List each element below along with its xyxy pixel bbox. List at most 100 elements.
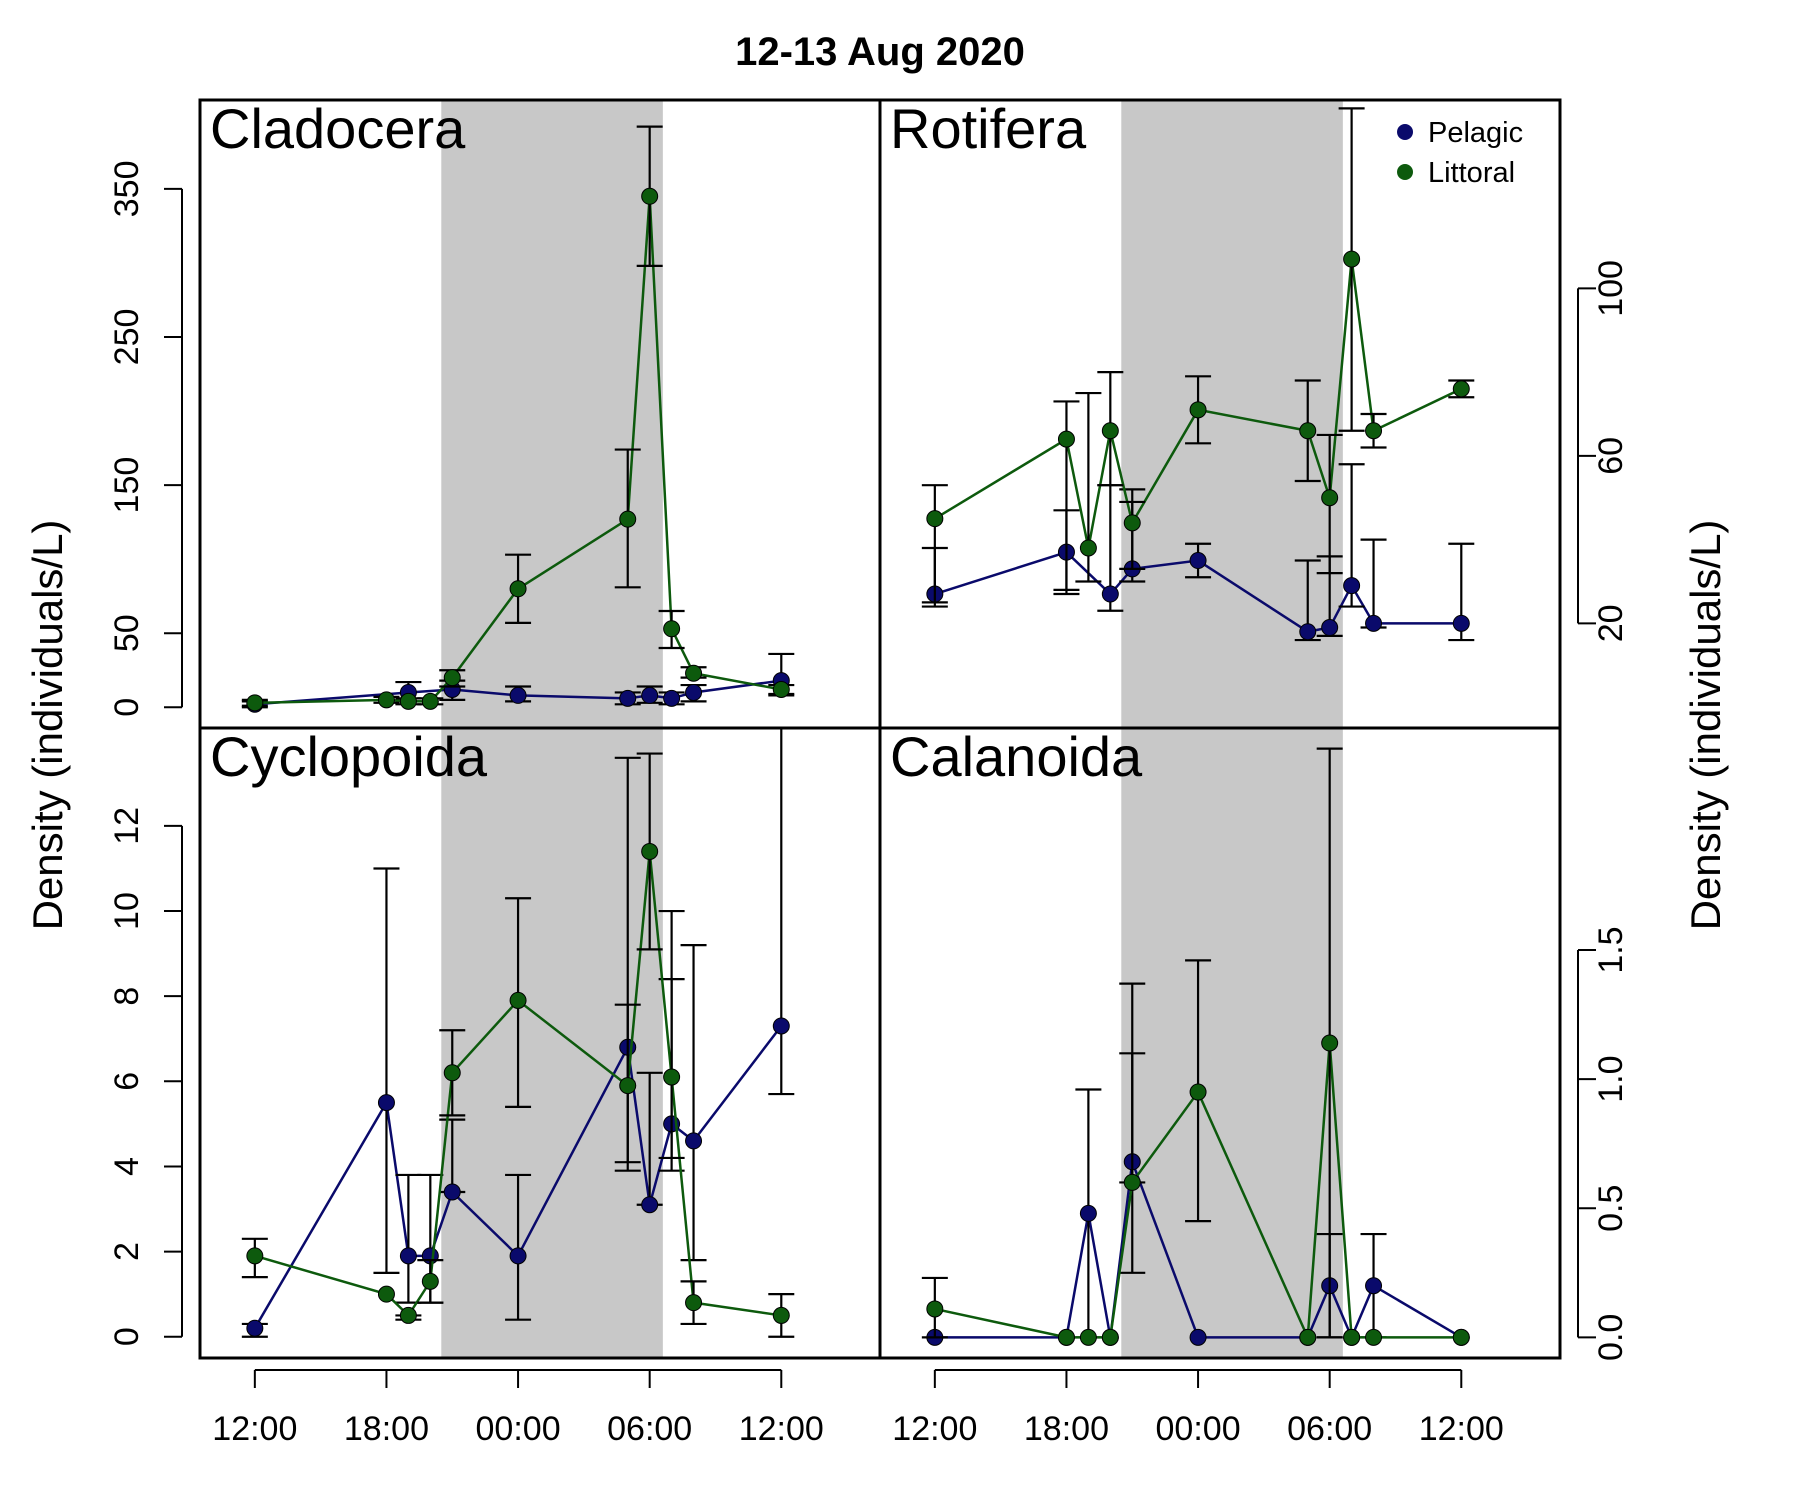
data-point (509, 686, 527, 704)
legend: Pelagic Littoral (1397, 117, 1523, 189)
data-point (1343, 250, 1361, 268)
figure-title: 12-13 Aug 2020 (735, 30, 1025, 74)
panel-cyclopoida: Cyclopoida 0 2 4 6 8 10 12 (108, 725, 882, 1360)
error-bar (1119, 500, 1146, 571)
data-point (685, 683, 703, 701)
data-point (1321, 489, 1339, 507)
data-point (1365, 1277, 1383, 1295)
y-tick-label: 350 (108, 161, 146, 218)
data-point (641, 1196, 659, 1214)
y-axis-cyclopoida: 0 2 4 6 8 10 12 (108, 807, 183, 1346)
error-bar (680, 943, 707, 1262)
data-point (509, 991, 527, 1009)
y-tick-label: 50 (108, 614, 146, 652)
night-shading (1121, 728, 1343, 1358)
data-point (685, 1132, 703, 1150)
y-tick-label: 12 (108, 807, 146, 845)
data-point (1101, 422, 1119, 440)
data-point (926, 1300, 944, 1318)
data-point (1365, 422, 1383, 440)
data-point (1101, 1328, 1119, 1346)
data-point (772, 1017, 790, 1035)
data-point (1079, 1328, 1097, 1346)
x-tick-label: 06:00 (1287, 1410, 1372, 1448)
legend-label: Littoral (1428, 157, 1515, 189)
y-tick-label: 10 (108, 892, 146, 930)
data-point (1123, 514, 1141, 532)
x-tick-label: 06:00 (607, 1410, 692, 1448)
data-point (1365, 1328, 1383, 1346)
data-point (377, 1094, 395, 1112)
data-point (926, 510, 944, 528)
data-point (619, 689, 637, 707)
panel-cladocera: Cladocera 0 50 150 250 350 (108, 97, 882, 730)
data-point (443, 669, 461, 687)
data-point (1189, 401, 1207, 419)
x-tick-label: 12:00 (1419, 1410, 1504, 1448)
series-littoral (921, 747, 1470, 1346)
data-point (1343, 577, 1361, 595)
data-point (1101, 585, 1119, 603)
night-shading (1121, 100, 1343, 728)
y-tick-label: 0 (108, 698, 146, 717)
data-point (246, 694, 264, 712)
y-axis-calanoida: 0.0 0.5 1.0 1.5 (1577, 926, 1630, 1361)
y-axis-cladocera: 0 50 150 250 350 (108, 161, 183, 717)
data-point (443, 1183, 461, 1201)
y-tick-label: 2 (108, 1242, 146, 1261)
error-bar (373, 867, 400, 1274)
x-axis-bottom-right: 12:00 18:00 00:00 06:00 12:00 (892, 1369, 1504, 1448)
y-tick-label: 8 (108, 987, 146, 1006)
data-point (246, 1247, 264, 1265)
data-point (1079, 539, 1097, 557)
data-point (399, 692, 417, 710)
x-tick-label: 00:00 (476, 1410, 561, 1448)
x-tick-label: 18:00 (1024, 1410, 1109, 1448)
panel-title-rotifera: Rotifera (890, 97, 1087, 160)
legend-marker (1397, 164, 1413, 180)
data-point (1189, 1083, 1207, 1101)
x-tick-label: 12:00 (212, 1410, 297, 1448)
data-point (1123, 1173, 1141, 1191)
series-littoral (921, 107, 1475, 608)
y-tick-label: 150 (108, 457, 146, 514)
panel-border (878, 726, 1562, 1360)
data-point (663, 1068, 681, 1086)
y-axis-rotifera: 20 60 100 (1577, 260, 1630, 642)
panel-title-cyclopoida: Cyclopoida (210, 725, 488, 788)
data-point (421, 1272, 439, 1290)
data-point (377, 1285, 395, 1303)
x-tick-label: 18:00 (344, 1410, 429, 1448)
data-point (1057, 430, 1075, 448)
y-axis-label-left: Density (individuals/L) (24, 520, 71, 931)
error-bar (658, 909, 685, 1160)
x-tick-label: 00:00 (1156, 1410, 1241, 1448)
y-tick-label: 60 (1592, 437, 1630, 475)
data-point (421, 692, 439, 710)
data-point (377, 691, 395, 709)
data-point (685, 1294, 703, 1312)
panel-rotifera: Rotifera 20 60 100 (878, 97, 1630, 730)
data-point (663, 620, 681, 638)
y-tick-label: 20 (1592, 604, 1630, 642)
data-point (1189, 1328, 1207, 1346)
data-point (772, 1306, 790, 1324)
data-point (772, 680, 790, 698)
data-point (1079, 1204, 1097, 1222)
error-bar (1360, 538, 1387, 629)
data-point (685, 664, 703, 682)
y-tick-label: 100 (1592, 260, 1630, 317)
x-tick-label: 12:00 (739, 1410, 824, 1448)
data-point (641, 686, 659, 704)
legend-marker (1397, 124, 1413, 140)
y-tick-label: 1.0 (1592, 1056, 1630, 1103)
data-point (641, 842, 659, 860)
data-point (1299, 422, 1317, 440)
data-point (509, 580, 527, 598)
y-tick-label: 6 (108, 1072, 146, 1091)
data-point (641, 187, 659, 205)
data-point (1452, 614, 1470, 632)
data-point (619, 510, 637, 528)
panels: Cladocera050150250350Rotifera2060100Cycl… (108, 97, 1630, 1448)
